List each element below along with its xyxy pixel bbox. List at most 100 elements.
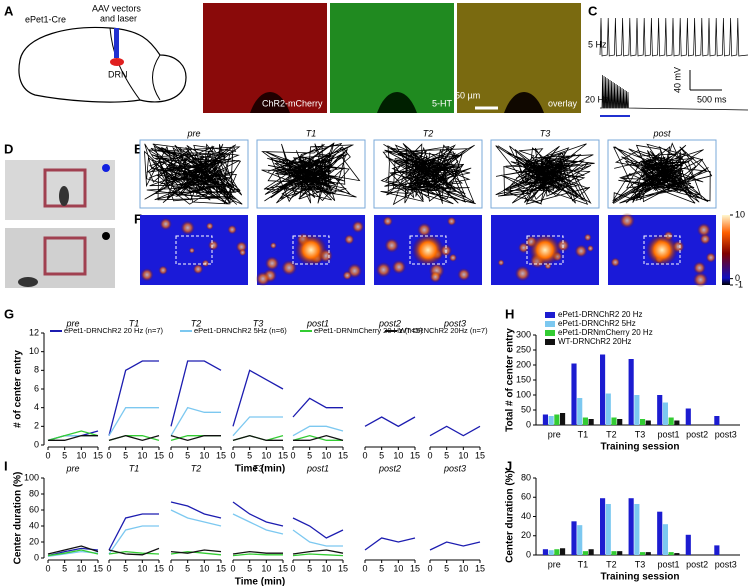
hotspot [446,216,457,226]
track [380,143,476,206]
x-tick-label: T2 [606,559,617,569]
series-line [232,434,283,441]
center-zone [292,235,330,265]
series-line [170,509,222,527]
series-line [429,425,481,437]
x-tick-label: 0 [168,563,173,573]
hotspot [192,263,204,275]
x-tick-label: 15 [338,450,348,460]
bar [668,417,674,425]
track [144,143,243,205]
image-label: ChR2-mCherry [262,98,323,108]
x-tick-label: post3 [715,559,737,569]
x-tick-label: 10 [199,563,209,573]
session-label: T2 [191,318,202,328]
x-tick-label: 10 [393,563,403,573]
x-tick-label: 15 [475,563,485,573]
x-axis-label: Training session [601,572,680,583]
bar [685,534,691,555]
bar [657,395,663,425]
x-tick-label: 0 [290,563,295,573]
x-tick-label: 5 [62,450,67,460]
bar [600,354,606,425]
y-tick-label: 20 [29,536,39,546]
series-line [170,549,222,554]
x-tick-label: T1 [578,429,589,439]
ephys: 5 Hz 20 Hz 40 mV 500 ms [585,17,749,117]
x-tick-label: pre [548,559,561,569]
panel-letter: D [4,141,13,156]
series-line [292,425,344,437]
hotspot [238,248,247,257]
chart: 0 20 40 60 80 Center duration (%) pre T1 T2 T3 pos… [505,470,740,583]
legend-swatch [545,339,555,345]
hotspot [518,242,530,254]
session-label: post [652,128,671,138]
legend-label: ePet1-DRNChR2 20 Hz (n=7) [64,326,164,335]
series-line [48,435,98,441]
track [261,142,361,204]
x-tick-label: 10 [137,450,147,460]
bar [640,552,646,555]
x-tick-label: 5 [247,450,252,460]
series-line [108,513,159,551]
x-tick-label: post2 [686,429,708,439]
hotspot [448,253,458,262]
hotspot [583,233,592,242]
bar [554,549,560,555]
y-tick-label: 0 [34,439,39,449]
x-tick-label: 10 [458,450,468,460]
legend-label: ePet1-DRNChR2 5Hz [558,319,636,328]
panel-letter: G [4,306,14,321]
bar [617,419,623,425]
center-zone [175,235,213,265]
x-tick-label: 0 [362,450,367,460]
x-tick-label: 0 [106,450,111,460]
hotspot [391,259,407,275]
colorbar-label: 10 [735,209,745,219]
legend-label: ePet1-DRNChR2 20 Hz [558,310,642,319]
hotspot [384,238,399,253]
bar [577,398,583,425]
series-line [47,430,99,441]
y-tick-label: 8 [34,365,39,375]
series-line [108,434,160,442]
x-tick-label: 0 [106,563,111,573]
session-label: T3 [540,128,551,138]
colorbar [722,215,730,285]
y-tick-label: 20 [521,530,531,540]
trace-label: 5 Hz [588,39,607,49]
y-tick-label: 50 [521,404,531,414]
series-line [232,501,284,527]
x-tick-label: 15 [93,563,103,573]
x-axis-label: Training session [601,442,680,453]
series-line [170,435,221,442]
legend-label: WT-DRNChR2 20Hz [558,337,631,346]
bar [611,551,617,555]
x-tick-label: 15 [216,450,226,460]
hotspot [619,212,635,229]
hotspot [417,222,432,237]
bar [714,416,720,425]
session-label: post3 [443,463,466,473]
scale-bar-label: 50 µm [455,90,480,100]
hotspot [351,220,365,233]
bar [605,393,611,425]
colorbar-label: 0 [735,273,740,283]
y-tick-label: 40 [521,511,531,521]
bar [657,511,663,555]
x-axis-label: Time (min) [235,464,285,475]
hotspot [255,271,271,287]
session-label: T1 [129,463,140,473]
x-tick-label: 5 [185,450,190,460]
hotspot [693,261,706,275]
y-tick-label: 300 [516,329,531,339]
series-line [232,369,284,427]
series-line [232,513,284,535]
y-axis-label: Center duration (%) [505,470,516,563]
bar [560,548,566,555]
x-tick-label: 5 [307,450,312,460]
hotspot [514,265,531,282]
